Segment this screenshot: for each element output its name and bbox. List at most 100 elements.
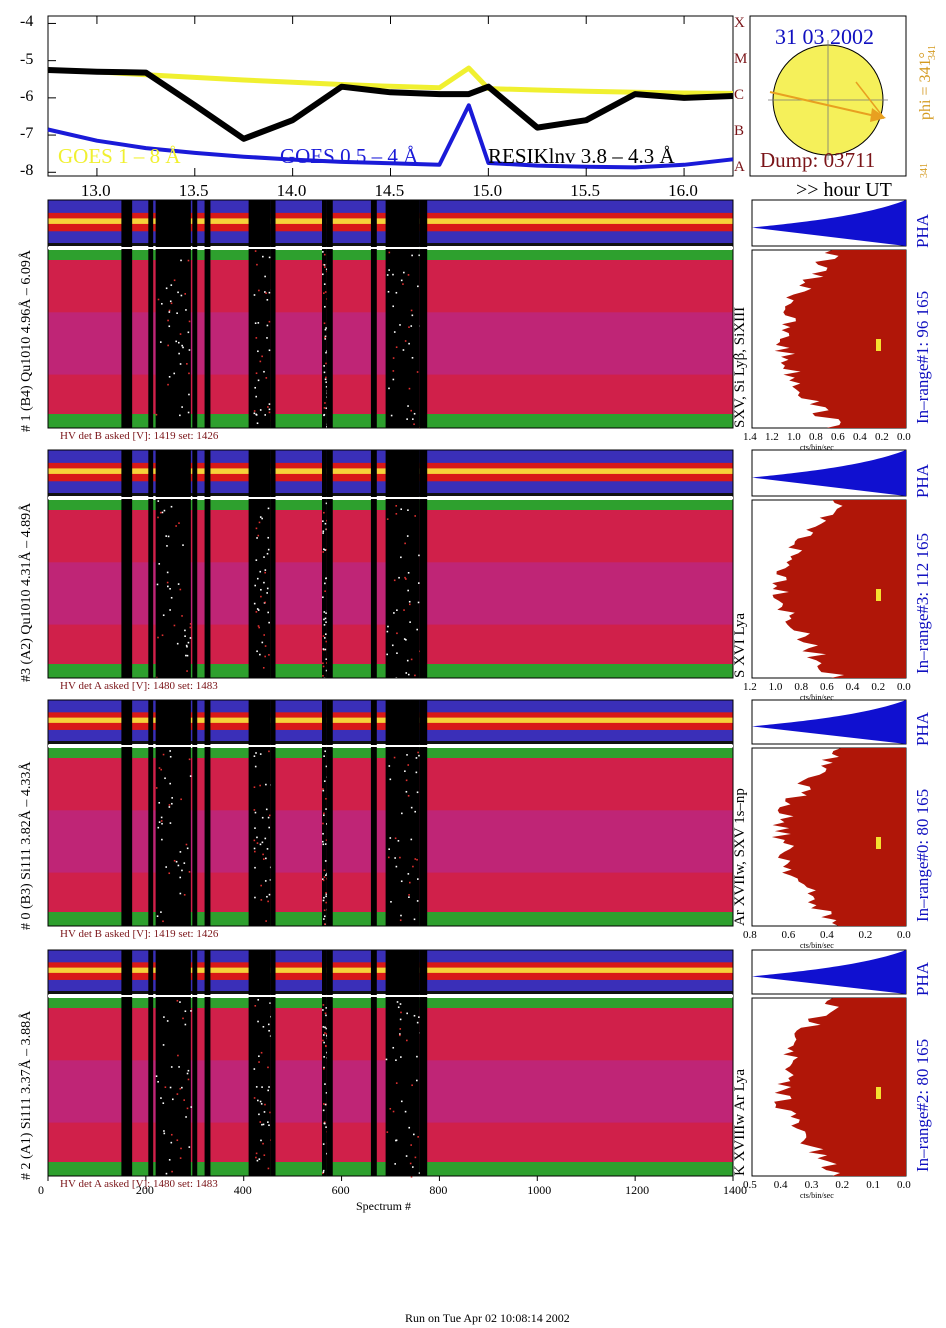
noise-dot xyxy=(169,755,172,758)
noise-dot xyxy=(265,857,267,860)
noise-dot xyxy=(325,1092,328,1094)
noise-dot xyxy=(168,311,171,313)
phi-arrow-secondary xyxy=(855,81,885,119)
noise-dot xyxy=(184,1023,187,1026)
noise-dot xyxy=(325,893,328,896)
noise-dot xyxy=(407,274,410,276)
noise-dot xyxy=(265,377,268,379)
noise-dot xyxy=(262,853,264,856)
noise-dot xyxy=(258,521,261,524)
noise-dot xyxy=(165,1172,168,1175)
noise-dot xyxy=(411,314,414,317)
noise-dot xyxy=(268,291,271,294)
noise-dot xyxy=(416,791,419,794)
dark-column xyxy=(385,700,420,926)
noise-dot xyxy=(188,758,191,761)
noise-dot xyxy=(183,862,186,864)
noise-dot xyxy=(169,782,171,785)
noise-dot xyxy=(269,1111,271,1114)
noise-dot xyxy=(397,840,400,842)
noise-dot xyxy=(406,418,408,420)
noise-dot xyxy=(261,1086,263,1088)
noise-dot xyxy=(322,879,325,882)
noise-dot xyxy=(325,1126,327,1128)
noise-dot xyxy=(386,1131,389,1133)
hist-tick-label: 0.2 xyxy=(875,431,889,443)
noise-dot xyxy=(189,637,192,639)
noise-dot xyxy=(411,1084,413,1087)
noise-dot xyxy=(418,554,420,557)
noise-dot xyxy=(156,915,159,917)
noise-dot xyxy=(417,1136,419,1138)
noise-dot xyxy=(400,556,402,559)
noise-dot xyxy=(253,755,256,757)
spectrum-tick-label: 200 xyxy=(135,1183,154,1197)
noise-dot xyxy=(322,532,324,534)
noise-dot xyxy=(407,405,409,407)
pha-label: PHA xyxy=(913,463,932,498)
black-column xyxy=(192,950,198,1176)
noise-dot xyxy=(155,1075,158,1077)
noise-dot xyxy=(399,1018,402,1021)
noise-dot xyxy=(410,658,413,661)
noise-dot xyxy=(176,1139,179,1142)
noise-dot xyxy=(264,291,266,293)
noise-dot xyxy=(167,319,169,322)
noise-dot xyxy=(394,837,397,840)
noise-dot xyxy=(325,385,328,388)
black-column xyxy=(248,450,254,678)
noise-dot xyxy=(185,843,188,846)
black-column xyxy=(204,950,211,1176)
noise-dot xyxy=(187,411,190,414)
noise-dot xyxy=(405,578,407,580)
noise-dot xyxy=(391,644,394,647)
noise-dot xyxy=(266,324,269,327)
noise-dot xyxy=(322,878,324,880)
noise-dot xyxy=(166,581,169,584)
noise-dot xyxy=(415,771,418,774)
goes-ytick-label: -5 xyxy=(20,50,34,68)
noise-dot xyxy=(261,355,263,358)
noise-dot xyxy=(157,500,160,502)
noise-dot xyxy=(322,1039,324,1042)
noise-dot xyxy=(186,645,188,648)
sun-phi: phi = 341° xyxy=(917,52,934,120)
noise-dot xyxy=(158,563,161,565)
noise-dot xyxy=(322,675,324,677)
noise-dot xyxy=(257,998,260,1001)
detector-frame xyxy=(47,699,734,927)
noise-dot xyxy=(163,1130,165,1132)
noise-dot xyxy=(324,617,327,620)
noise-dot xyxy=(322,273,324,276)
noise-dot xyxy=(157,298,160,301)
noise-dot xyxy=(267,406,269,408)
noise-dot xyxy=(411,254,413,257)
noise-dot xyxy=(254,1005,257,1007)
noise-dot xyxy=(177,583,180,585)
noise-dot xyxy=(407,794,410,797)
noise-dot xyxy=(257,379,260,382)
noise-dot xyxy=(258,1158,261,1160)
noise-dot xyxy=(256,422,259,425)
noise-dot xyxy=(259,1100,262,1103)
noise-dot xyxy=(177,291,179,294)
goes-series-1 xyxy=(47,103,734,170)
noise-dot xyxy=(263,1111,266,1113)
black-column xyxy=(370,950,377,1176)
noise-dot xyxy=(264,569,267,571)
black-column xyxy=(248,950,254,1176)
noise-dot xyxy=(401,812,403,815)
hour-tick-label: 15.5 xyxy=(570,181,600,200)
dark-column xyxy=(155,200,191,428)
noise-dot xyxy=(400,279,403,282)
noise-dot xyxy=(264,837,267,840)
noise-dot xyxy=(386,274,389,276)
hist-tick-label: 0.3 xyxy=(804,1179,819,1191)
noise-dot xyxy=(187,259,190,262)
noise-dot xyxy=(406,659,409,662)
legend-goes-1-8: GOES 1 – 8 Å xyxy=(58,144,181,168)
noise-dot xyxy=(267,1167,270,1170)
noise-dot xyxy=(186,1107,189,1110)
hist-tick-label: 1.2 xyxy=(743,681,757,693)
noise-dot xyxy=(268,408,271,411)
